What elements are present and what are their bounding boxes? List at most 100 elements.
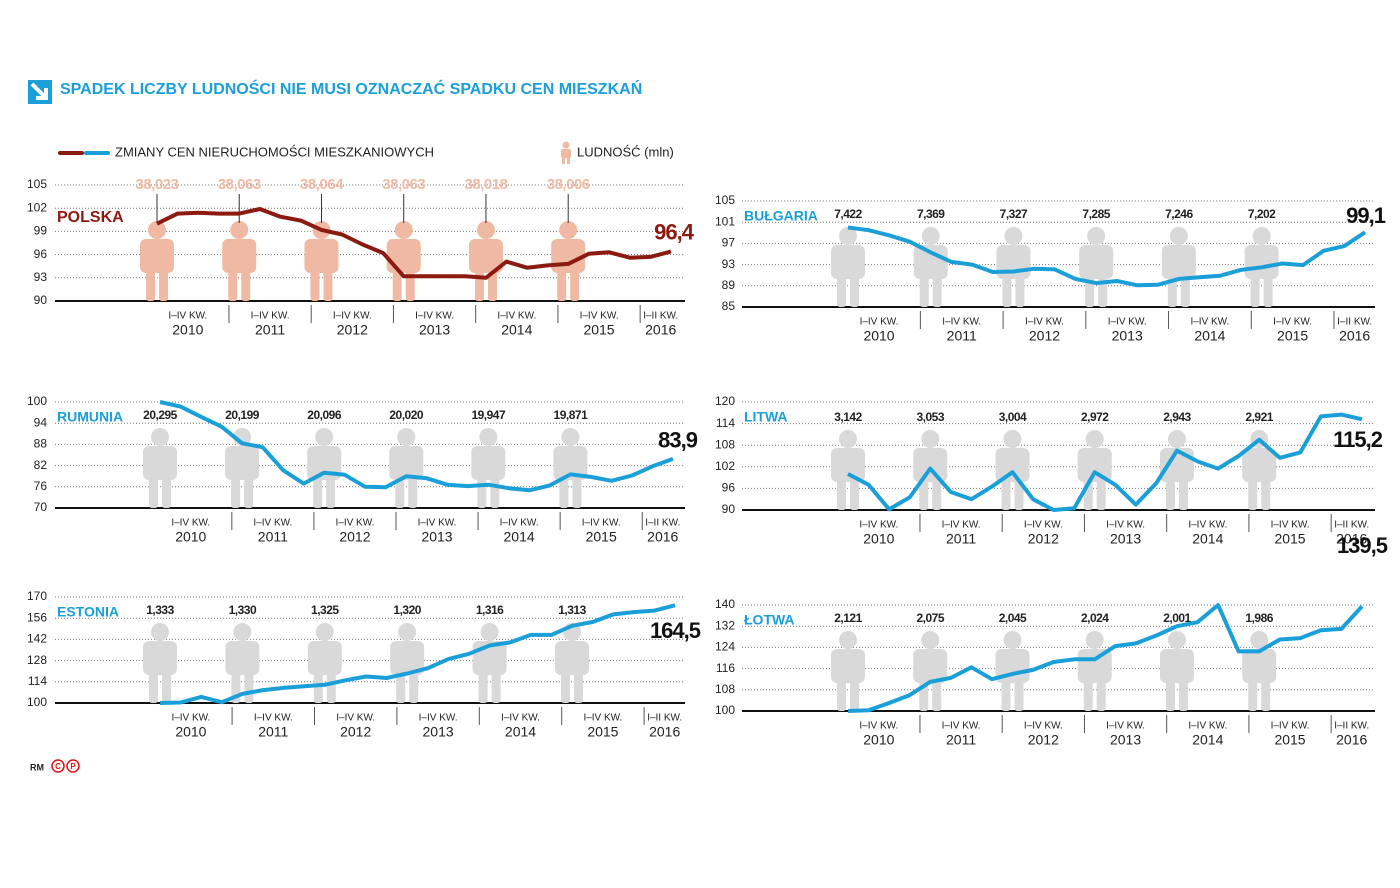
icon-body	[831, 448, 865, 482]
year-label: 2010	[863, 328, 894, 344]
icon-head	[921, 631, 940, 649]
icon-head	[397, 428, 416, 446]
credit: RM	[30, 762, 44, 772]
icon-body	[1242, 649, 1277, 683]
icon-head	[559, 221, 578, 239]
year-label: 2012	[340, 724, 371, 740]
population-label: 1,320	[393, 603, 421, 617]
icon-leg	[228, 269, 238, 301]
population-icon	[225, 428, 260, 508]
icon-body	[307, 446, 342, 480]
population-icon	[472, 623, 507, 703]
icon-head	[1085, 430, 1104, 448]
icon-body	[1077, 448, 1112, 482]
period-label: I–IV KW.	[1188, 520, 1227, 531]
population-icon	[555, 623, 589, 703]
population-label: 1,325	[311, 603, 339, 617]
period-label: I–II KW.	[1334, 721, 1369, 732]
icon-leg	[1178, 679, 1188, 711]
population-icon	[995, 631, 1030, 711]
population-label: 38,063	[218, 176, 261, 193]
icon-leg	[313, 476, 323, 508]
icon-leg	[850, 478, 859, 510]
population-icon	[913, 227, 948, 307]
population-icon	[304, 221, 339, 301]
icon-body	[222, 239, 257, 273]
icon-leg	[244, 476, 254, 508]
icon-leg	[491, 671, 501, 703]
population-icon	[913, 631, 948, 711]
chart-title: BUŁGARIA	[744, 208, 818, 224]
period-label: I–IV KW.	[336, 713, 375, 724]
title-icon	[28, 80, 52, 104]
icon-head	[479, 428, 498, 446]
population-label: 1,333	[146, 603, 174, 617]
population-label: 20,096	[307, 408, 342, 422]
icon-body	[1079, 245, 1114, 279]
period-label: I–IV KW.	[1106, 721, 1145, 732]
y-tick-label: 156	[27, 610, 47, 624]
period-label: I–IV KW.	[168, 311, 207, 322]
icon-leg	[850, 679, 859, 711]
year-label: 2010	[863, 531, 894, 547]
icon-head	[398, 623, 417, 641]
population-icon	[831, 430, 865, 510]
end-value-label: 164,5	[650, 618, 701, 643]
year-label: 2012	[1028, 732, 1059, 748]
population-icon	[1244, 227, 1279, 307]
y-tick-label: 116	[716, 661, 735, 675]
year-label: 2012	[1028, 531, 1059, 547]
icon-leg	[162, 476, 171, 508]
period-label: I–IV KW.	[419, 713, 458, 724]
icon-body	[471, 446, 506, 480]
icon-head	[151, 428, 169, 446]
y-tick-label: 70	[34, 500, 48, 514]
legend: ZMIANY CEN NIERUCHOMOŚCI MIESZKANIOWYCH …	[58, 141, 674, 164]
price-line	[847, 603, 1364, 713]
icon-head	[394, 221, 413, 239]
chart-title: LITWA	[744, 409, 788, 425]
icon-body	[1077, 649, 1112, 683]
year-label: 2011	[258, 724, 288, 740]
population-label: 7,202	[1248, 207, 1276, 221]
icon-leg	[1248, 478, 1258, 510]
icon-head	[1250, 631, 1269, 649]
population-label: 38,063	[382, 176, 425, 193]
icon-leg	[557, 269, 567, 301]
y-tick-label: 128	[27, 653, 47, 667]
population-label: 20,295	[143, 408, 178, 422]
population-label: 2,943	[1163, 410, 1191, 424]
icon-body	[995, 448, 1030, 482]
y-tick-label: 76	[34, 479, 48, 493]
y-tick-label: 90	[722, 502, 736, 516]
y-tick-label: 101	[715, 214, 735, 228]
year-label: 2014	[501, 322, 532, 338]
chart-title: POLSKA	[57, 209, 124, 226]
end-value-label: 139,5	[1337, 533, 1388, 558]
icon-leg	[162, 671, 171, 703]
population-label: 2,972	[1081, 410, 1109, 424]
year-label: 2016	[645, 322, 676, 338]
icon-leg	[574, 671, 583, 703]
population-label: 2,075	[916, 611, 944, 625]
population-label: 2,024	[1081, 611, 1109, 625]
year-label: 2012	[337, 322, 368, 338]
year-label: 2014	[504, 529, 535, 545]
icon-leg	[1096, 679, 1106, 711]
year-label: 2012	[1029, 328, 1060, 344]
legend-population: LUDNOŚĆ (mln)	[577, 144, 674, 159]
period-label: I–IV KW.	[1271, 721, 1310, 732]
icon-leg	[1014, 679, 1024, 711]
icon-body	[307, 641, 342, 675]
icon-leg	[395, 476, 405, 508]
period-label: I–IV KW.	[860, 317, 899, 328]
icon-leg	[837, 478, 846, 510]
icon-leg	[561, 671, 570, 703]
period-label: I–IV KW.	[859, 721, 898, 732]
population-label: 3,053	[916, 410, 944, 424]
price-line	[159, 400, 674, 493]
year-label: 2014	[1192, 732, 1223, 748]
population-label: 1,986	[1245, 611, 1273, 625]
year-label: 2013	[1110, 531, 1141, 547]
icon-head	[315, 428, 334, 446]
